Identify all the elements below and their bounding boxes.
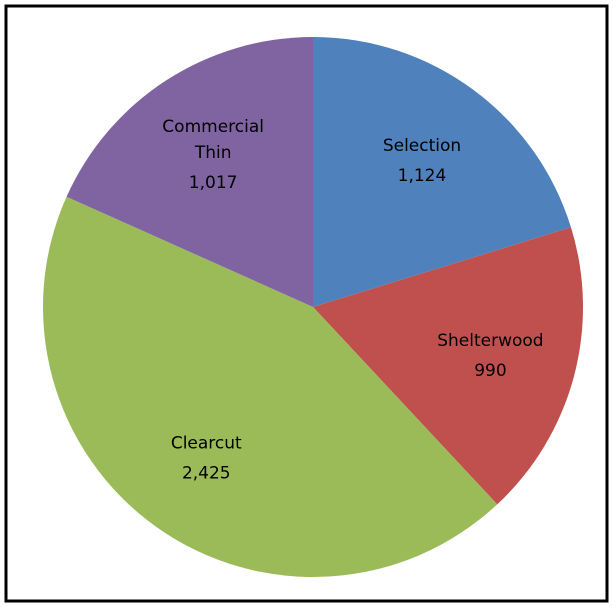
- category-label: Shelterwood: [437, 331, 543, 351]
- labels: Selection 1,124 Shelterwood 990 Clearcut 2,42…: [162, 117, 543, 483]
- pie-slice: [66, 37, 313, 307]
- pie-slice: [313, 227, 583, 505]
- category-label: Selection: [383, 136, 461, 156]
- value-label: 2,425: [182, 463, 231, 483]
- category-label: Clearcut: [171, 433, 242, 453]
- value-label: 990: [474, 361, 506, 381]
- value-label: 1,124: [398, 166, 447, 186]
- pie-slice: [43, 196, 498, 577]
- pie-slice: [313, 37, 571, 307]
- category-label: Commercial Thin: [162, 117, 264, 163]
- value-label: 1,017: [189, 173, 238, 193]
- pie: [43, 37, 583, 577]
